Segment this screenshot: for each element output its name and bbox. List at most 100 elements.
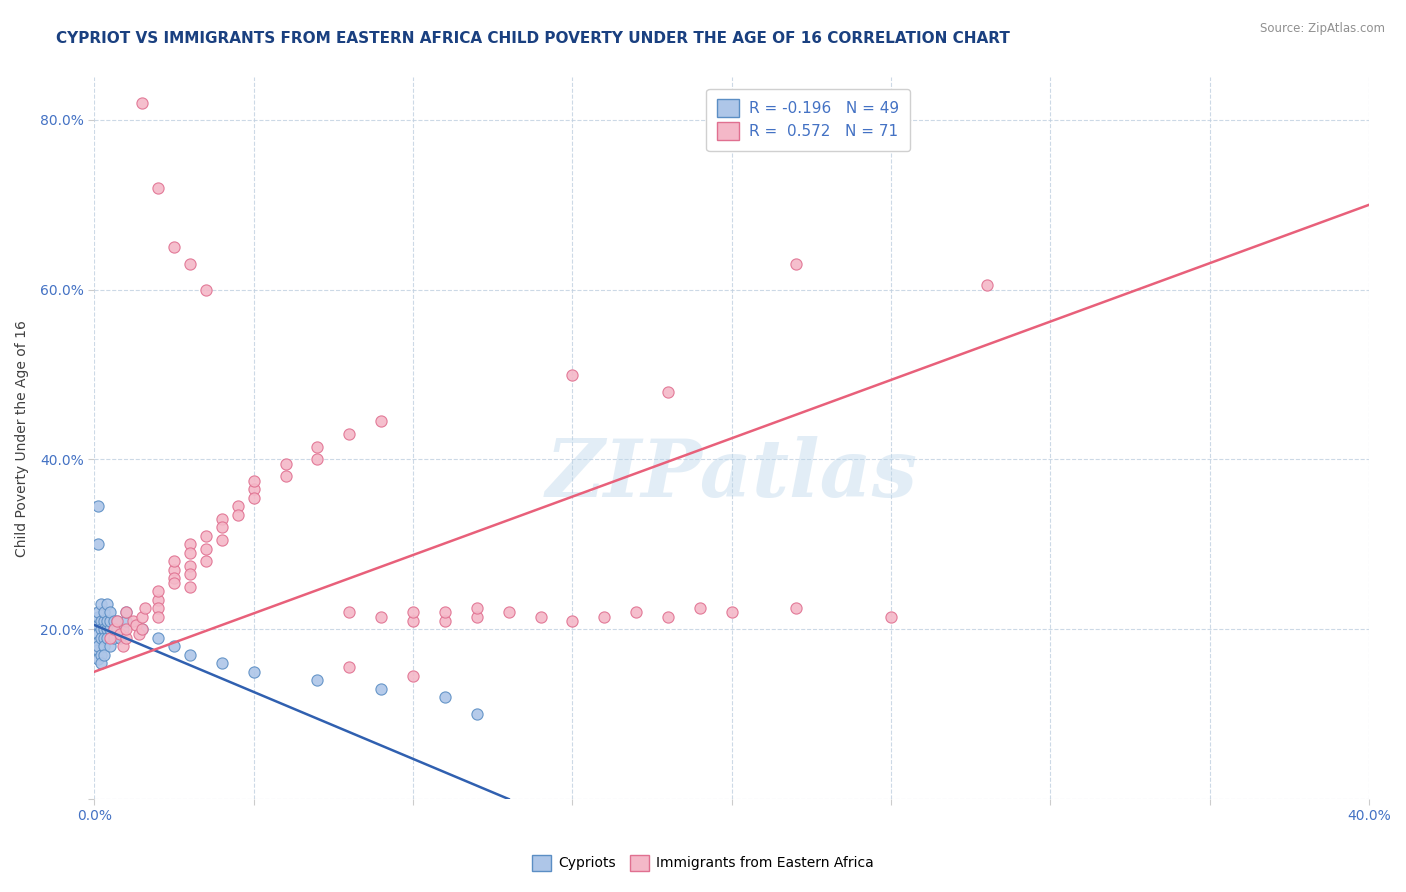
Text: Source: ZipAtlas.com: Source: ZipAtlas.com — [1260, 22, 1385, 36]
Point — [593, 609, 616, 624]
Point — [163, 575, 186, 590]
Point — [242, 665, 264, 679]
Point — [307, 452, 329, 467]
Point — [689, 601, 711, 615]
Point — [90, 657, 112, 671]
Text: ZIPatlas: ZIPatlas — [546, 435, 918, 513]
Point — [103, 622, 125, 636]
Point — [98, 605, 121, 619]
Point — [86, 635, 108, 649]
Point — [146, 631, 169, 645]
Point — [785, 257, 807, 271]
Point — [98, 639, 121, 653]
Point — [274, 469, 297, 483]
Point — [86, 499, 108, 513]
Point — [561, 614, 583, 628]
Point — [86, 626, 108, 640]
Point — [86, 609, 108, 624]
Point — [86, 537, 108, 551]
Point — [226, 499, 249, 513]
Point — [179, 558, 201, 573]
Point — [115, 614, 138, 628]
Point — [103, 631, 125, 645]
Point — [370, 414, 392, 428]
Point — [86, 618, 108, 632]
Point — [93, 614, 115, 628]
Point — [146, 601, 169, 615]
Point — [115, 605, 138, 619]
Point — [146, 584, 169, 599]
Point — [880, 609, 903, 624]
Point — [242, 491, 264, 505]
Point — [194, 554, 217, 568]
Point — [561, 368, 583, 382]
Point — [86, 643, 108, 657]
Point — [529, 609, 551, 624]
Point — [146, 609, 169, 624]
Point — [179, 567, 201, 582]
Point — [498, 605, 520, 619]
Point — [194, 541, 217, 556]
Point — [115, 605, 138, 619]
Point — [433, 690, 456, 705]
Point — [624, 605, 647, 619]
Point — [720, 605, 742, 619]
Point — [103, 622, 125, 636]
Point — [465, 707, 488, 722]
Point — [86, 652, 108, 666]
Point — [86, 639, 108, 653]
Point — [128, 626, 150, 640]
Point — [131, 622, 153, 636]
Point — [131, 609, 153, 624]
Point — [242, 474, 264, 488]
Point — [98, 614, 121, 628]
Point — [179, 537, 201, 551]
Point — [163, 240, 186, 254]
Y-axis label: Child Poverty Under the Age of 16: Child Poverty Under the Age of 16 — [15, 320, 30, 557]
Point — [115, 622, 138, 636]
Point — [370, 681, 392, 696]
Point — [98, 622, 121, 636]
Point — [112, 622, 135, 636]
Point — [274, 457, 297, 471]
Point — [90, 648, 112, 662]
Point — [108, 626, 131, 640]
Point — [131, 95, 153, 110]
Point — [211, 533, 233, 548]
Point — [93, 648, 115, 662]
Point — [90, 597, 112, 611]
Point — [179, 257, 201, 271]
Point — [90, 631, 112, 645]
Point — [785, 601, 807, 615]
Point — [86, 605, 108, 619]
Point — [163, 639, 186, 653]
Point — [657, 384, 679, 399]
Point — [103, 614, 125, 628]
Point — [211, 520, 233, 534]
Point — [115, 631, 138, 645]
Point — [194, 283, 217, 297]
Point — [96, 614, 118, 628]
Point — [125, 618, 148, 632]
Point — [226, 508, 249, 522]
Point — [105, 622, 128, 636]
Point — [465, 609, 488, 624]
Point — [242, 482, 264, 496]
Point — [307, 673, 329, 688]
Point — [370, 609, 392, 624]
Point — [146, 181, 169, 195]
Point — [337, 427, 360, 442]
Point — [90, 622, 112, 636]
Point — [402, 669, 425, 683]
Point — [105, 614, 128, 628]
Point — [433, 605, 456, 619]
Point — [433, 614, 456, 628]
Point — [96, 597, 118, 611]
Point — [179, 546, 201, 560]
Point — [337, 660, 360, 674]
Point — [465, 601, 488, 615]
Point — [337, 605, 360, 619]
Point — [163, 571, 186, 585]
Point — [90, 614, 112, 628]
Point — [146, 592, 169, 607]
